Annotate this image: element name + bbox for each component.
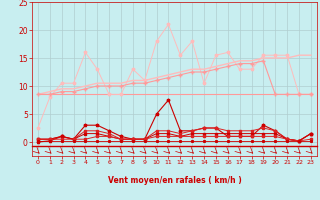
X-axis label: Vent moyen/en rafales ( km/h ): Vent moyen/en rafales ( km/h ) [108, 176, 241, 185]
